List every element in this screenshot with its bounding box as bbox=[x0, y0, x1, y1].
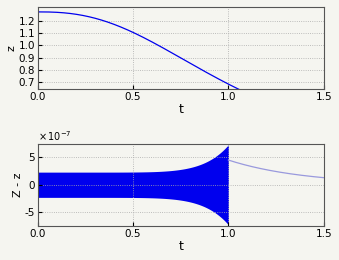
Y-axis label: Z - z: Z - z bbox=[13, 172, 23, 197]
X-axis label: t: t bbox=[178, 240, 183, 253]
Y-axis label: z: z bbox=[7, 45, 17, 51]
Text: $\times\,10^{-7}$: $\times\,10^{-7}$ bbox=[38, 129, 72, 143]
X-axis label: t: t bbox=[178, 103, 183, 116]
